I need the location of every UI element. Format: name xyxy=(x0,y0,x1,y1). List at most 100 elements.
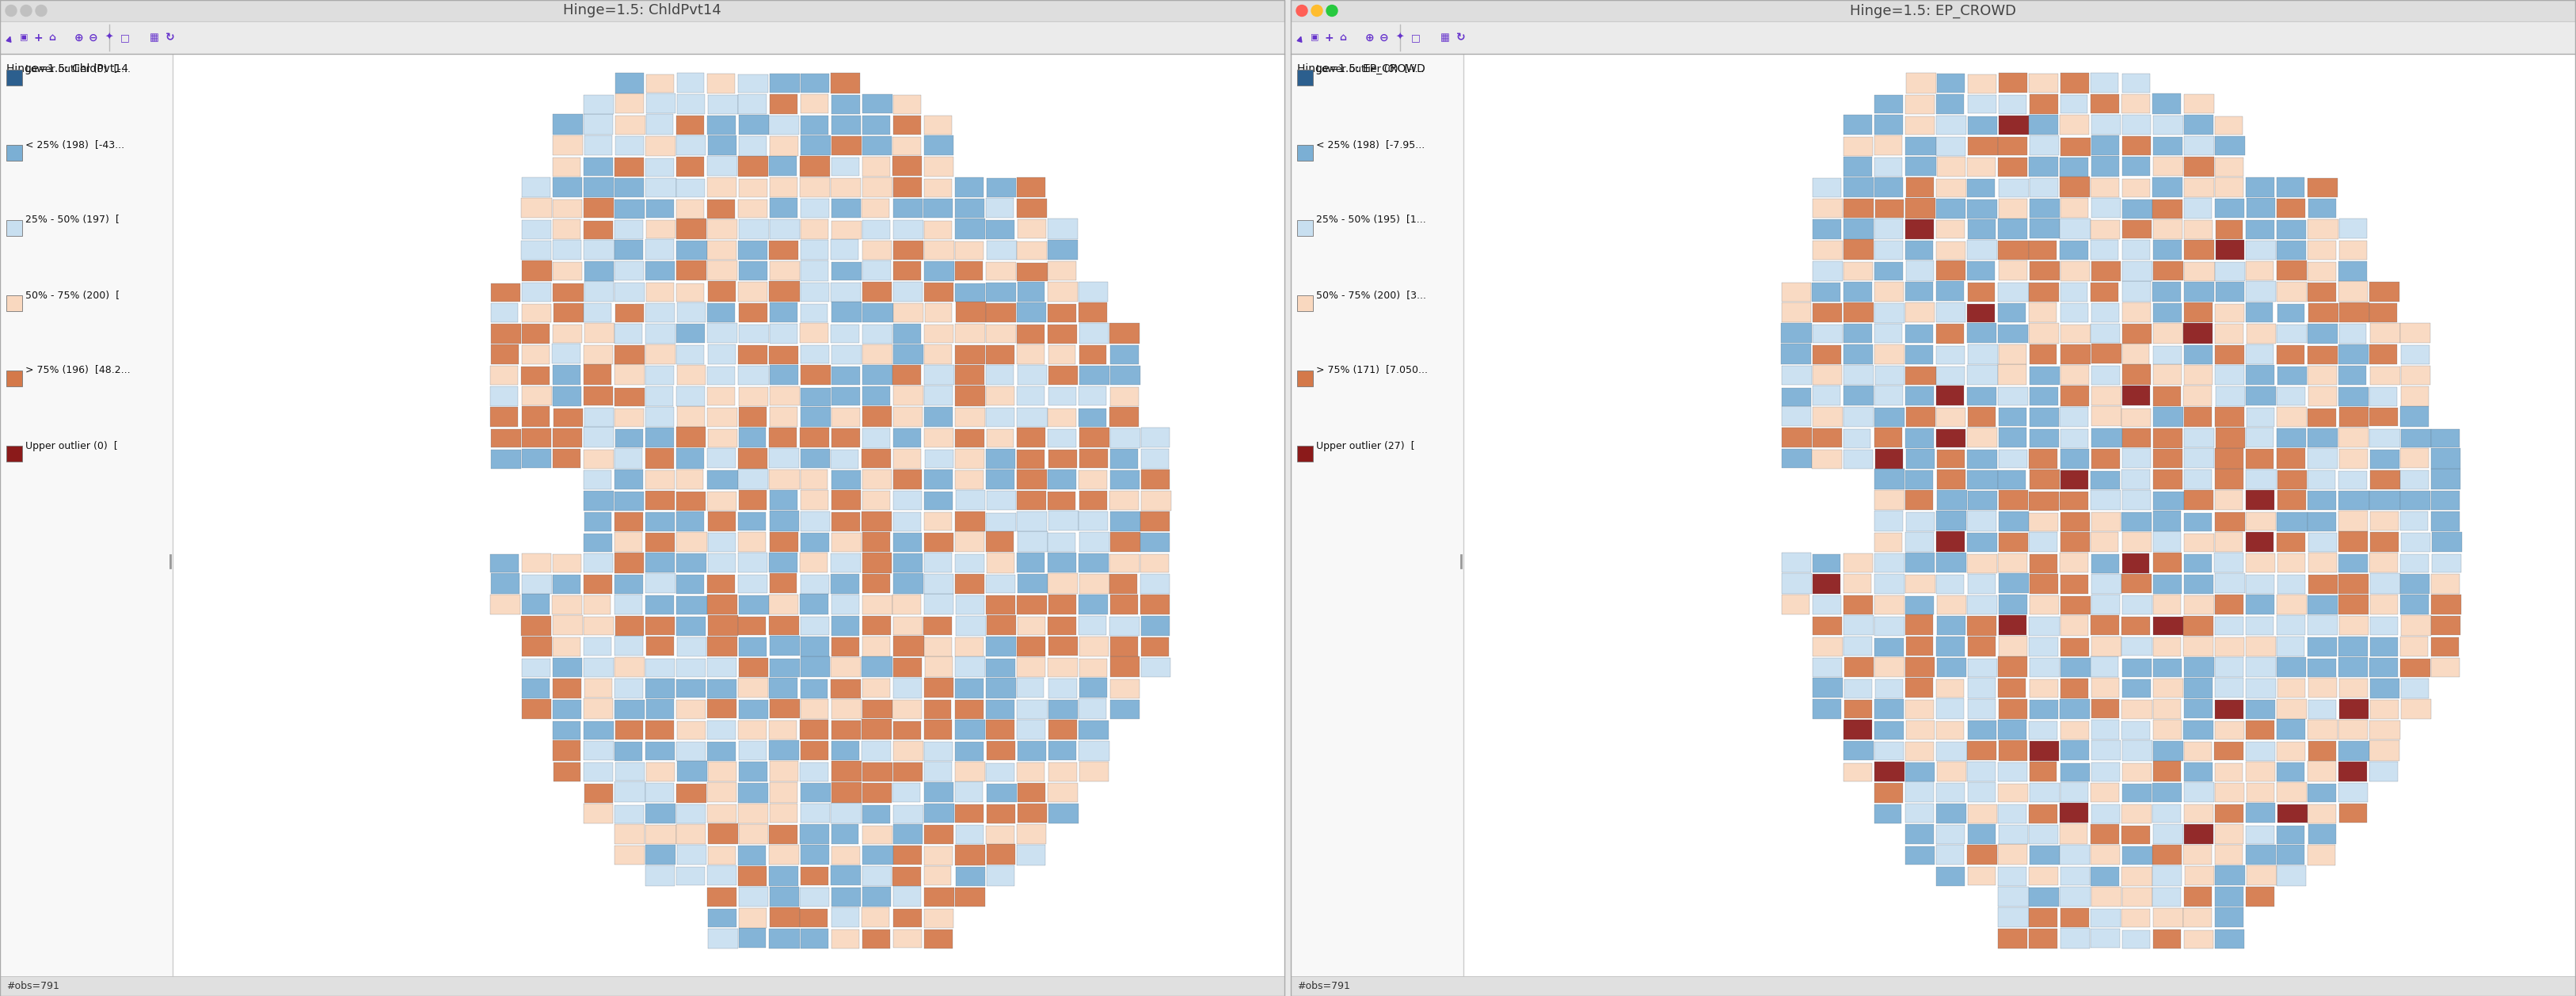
Bar xyxy=(2061,679,2089,698)
Bar xyxy=(2246,449,2275,468)
Bar xyxy=(1814,198,1842,218)
Bar xyxy=(2339,428,2367,447)
Bar xyxy=(770,845,799,865)
Bar xyxy=(2061,763,2089,782)
Bar xyxy=(1291,54,1463,976)
Bar xyxy=(1079,595,1108,615)
Bar xyxy=(2061,325,2089,343)
Bar xyxy=(2246,866,2277,885)
Bar xyxy=(770,699,799,718)
Bar xyxy=(2246,721,2275,739)
Bar xyxy=(801,679,827,698)
Bar xyxy=(1875,177,1904,197)
Bar xyxy=(616,387,644,406)
Bar xyxy=(2308,700,2336,718)
Bar xyxy=(1968,199,1996,218)
Circle shape xyxy=(21,5,31,16)
Bar xyxy=(1999,740,2027,761)
Bar xyxy=(956,574,984,594)
Bar xyxy=(987,845,1015,865)
Bar xyxy=(2061,385,2089,405)
Bar xyxy=(739,804,768,824)
Bar xyxy=(956,554,984,573)
Bar xyxy=(2030,469,2058,489)
Bar xyxy=(647,345,675,365)
Bar xyxy=(2277,742,2306,761)
Bar xyxy=(708,303,734,323)
Bar xyxy=(1937,553,1965,573)
Bar xyxy=(523,575,551,594)
Bar xyxy=(2184,699,2213,718)
Bar xyxy=(708,928,737,948)
Bar xyxy=(2123,408,2151,426)
Bar xyxy=(2277,471,2308,489)
Bar xyxy=(2092,95,2120,114)
Bar xyxy=(675,679,706,697)
Bar xyxy=(2092,909,2120,927)
Bar xyxy=(925,825,953,844)
Bar xyxy=(925,553,953,573)
Bar xyxy=(739,677,768,698)
Bar xyxy=(2432,429,2460,447)
Bar xyxy=(585,721,613,740)
Bar xyxy=(2246,365,2275,384)
Bar xyxy=(647,845,675,865)
Bar xyxy=(1968,386,1996,405)
Bar xyxy=(1906,219,1935,239)
Bar xyxy=(863,763,891,782)
Bar xyxy=(1048,700,1077,719)
Bar xyxy=(2184,657,2213,676)
Text: ▦: ▦ xyxy=(1440,33,1450,43)
Bar xyxy=(1141,449,1170,468)
Bar xyxy=(863,198,889,218)
Bar xyxy=(585,281,613,302)
Bar xyxy=(1968,95,1996,114)
Bar xyxy=(801,594,827,615)
Bar xyxy=(2092,929,2120,948)
Bar xyxy=(987,804,1015,823)
Bar xyxy=(770,197,799,218)
Bar xyxy=(925,595,953,615)
Bar xyxy=(863,656,891,677)
Bar xyxy=(2184,636,2213,656)
Bar xyxy=(1844,596,1873,615)
Bar xyxy=(832,720,860,740)
Bar xyxy=(2215,282,2244,302)
Bar xyxy=(2215,490,2244,510)
Bar xyxy=(987,241,1018,260)
Bar xyxy=(956,490,984,510)
Bar xyxy=(801,240,827,260)
Bar xyxy=(1906,742,1935,761)
Bar xyxy=(1937,220,1965,239)
Bar xyxy=(675,386,706,405)
Bar xyxy=(1875,533,1904,552)
Bar xyxy=(1079,616,1108,635)
Bar xyxy=(1968,511,1996,531)
Bar xyxy=(863,678,891,698)
Bar xyxy=(2246,845,2275,865)
Bar xyxy=(863,386,889,405)
Bar xyxy=(2215,345,2244,365)
Bar xyxy=(1906,677,1935,697)
Bar xyxy=(1814,385,1842,405)
Bar xyxy=(956,867,984,885)
Bar xyxy=(1968,721,1996,740)
Bar xyxy=(1999,449,2027,468)
Bar xyxy=(1814,261,1842,281)
Bar xyxy=(832,283,860,302)
Bar xyxy=(956,429,984,447)
Bar xyxy=(2184,886,2213,906)
Bar xyxy=(554,740,580,761)
Bar xyxy=(613,805,644,824)
Bar xyxy=(2432,448,2460,468)
Bar xyxy=(1844,115,1873,134)
Bar xyxy=(1937,407,1965,427)
Bar xyxy=(801,553,827,573)
Bar xyxy=(770,281,799,302)
Bar xyxy=(1968,845,1996,865)
Bar xyxy=(1937,450,1965,468)
Bar xyxy=(2308,346,2339,365)
Bar xyxy=(863,325,891,344)
Bar xyxy=(2277,678,2306,698)
Bar xyxy=(2277,282,2306,302)
